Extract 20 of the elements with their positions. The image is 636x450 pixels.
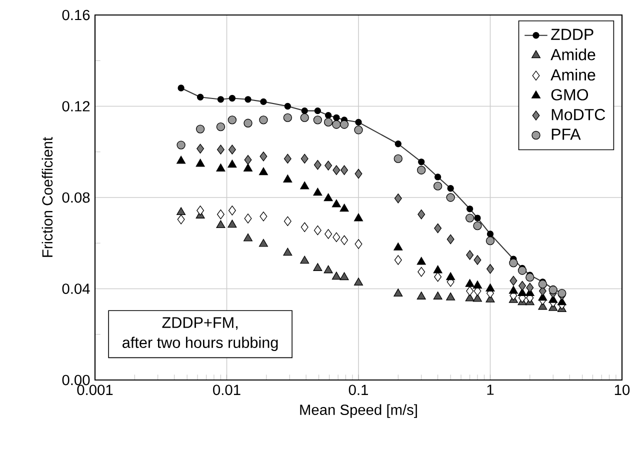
y-tick-label: 0.00 xyxy=(62,374,90,386)
x-tick-label: 0.01 xyxy=(213,384,240,396)
x-axis-title: Mean Speed [m/s] xyxy=(300,404,417,418)
legend-label: GMO xyxy=(551,89,588,100)
legend-label: Amide xyxy=(550,48,596,60)
y-tick-label: 0.16 xyxy=(62,10,90,20)
legend-label: Amine xyxy=(550,68,596,81)
x-tick-label: 0.1 xyxy=(348,384,368,396)
legend-label: MoDTC xyxy=(552,108,606,120)
x-tick-label: 1 xyxy=(487,384,494,395)
annotation: after two hours rubbing xyxy=(122,336,278,352)
legend-label: ZDDP xyxy=(551,28,594,40)
x-tick-label: 0.001 xyxy=(77,384,113,396)
annotation: ZDDP+FM, xyxy=(162,317,238,330)
x-tick-label: 10 xyxy=(614,384,630,396)
y-tick-label: 0.04 xyxy=(62,284,90,294)
y-tick-label: 0.08 xyxy=(62,192,90,203)
legend-label: PFA xyxy=(552,128,581,140)
y-tick-label: 0.12 xyxy=(62,101,90,112)
y-axis-title: Friction Coefficient xyxy=(42,137,53,257)
